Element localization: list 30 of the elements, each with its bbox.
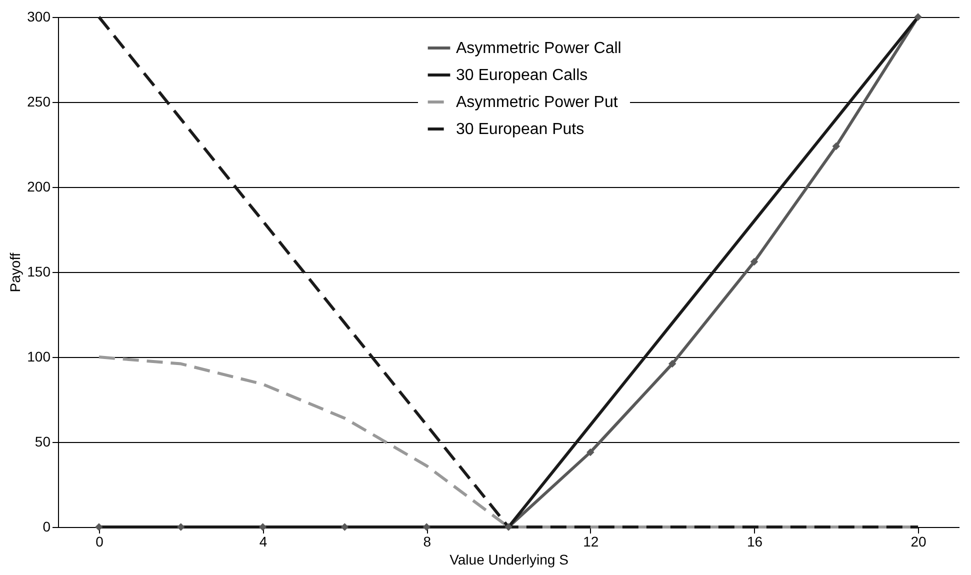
y-tick-label: 250 — [27, 94, 51, 110]
x-tick-label: 8 — [423, 534, 432, 550]
x-tick-label: 16 — [746, 534, 763, 550]
x-axis-title: Value Underlying S — [450, 552, 568, 568]
point — [504, 523, 512, 531]
legend-label: 30 European Puts — [456, 121, 584, 138]
y-tick-label: 100 — [27, 348, 51, 364]
x-tick-label: 0 — [96, 534, 104, 550]
point — [914, 13, 922, 21]
point — [750, 258, 758, 266]
point — [832, 142, 840, 150]
point — [176, 523, 185, 531]
legend-label: Asymmetric Power Put — [456, 94, 618, 111]
point — [586, 448, 594, 456]
y-tick-label: 200 — [27, 178, 51, 194]
x-tick-label: 12 — [583, 534, 599, 550]
legend-label: Asymmetric Power Call — [456, 40, 622, 57]
y-axis-title: Payoff — [7, 252, 24, 292]
legend-label: 30 European Calls — [456, 67, 588, 84]
point — [422, 523, 430, 531]
point — [668, 360, 676, 368]
point — [95, 523, 103, 531]
x-tick-label: 20 — [910, 534, 927, 550]
y-tick-label: 50 — [34, 434, 51, 450]
point — [340, 523, 349, 531]
y-tick-label: 150 — [27, 264, 51, 280]
y-tick-label: 300 — [27, 8, 51, 24]
x-tick-label: 4 — [259, 534, 268, 550]
point — [258, 523, 267, 531]
y-tick-label: 0 — [42, 518, 51, 534]
